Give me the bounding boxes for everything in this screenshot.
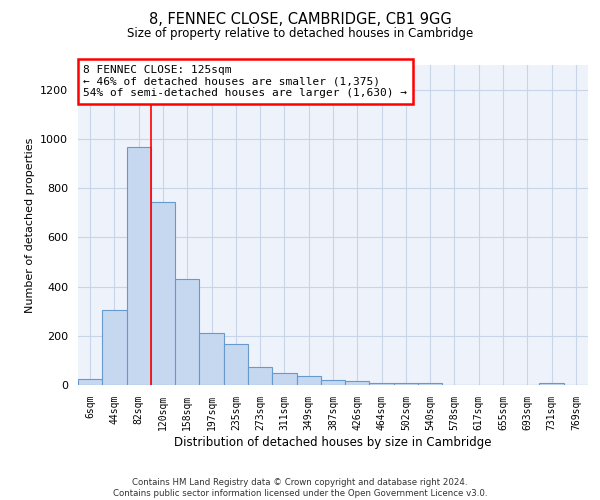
Bar xyxy=(78,379,102,385)
Bar xyxy=(224,344,248,385)
Bar xyxy=(127,148,151,385)
Bar xyxy=(370,382,394,385)
Bar xyxy=(539,382,564,385)
Bar xyxy=(345,382,370,385)
Bar xyxy=(102,310,127,385)
Bar xyxy=(272,372,296,385)
Y-axis label: Number of detached properties: Number of detached properties xyxy=(25,138,35,312)
X-axis label: Distribution of detached houses by size in Cambridge: Distribution of detached houses by size … xyxy=(174,436,492,448)
Text: Contains HM Land Registry data © Crown copyright and database right 2024.
Contai: Contains HM Land Registry data © Crown c… xyxy=(113,478,487,498)
Text: 8, FENNEC CLOSE, CAMBRIDGE, CB1 9GG: 8, FENNEC CLOSE, CAMBRIDGE, CB1 9GG xyxy=(149,12,451,28)
Bar xyxy=(418,382,442,385)
Bar xyxy=(199,334,224,385)
Text: Size of property relative to detached houses in Cambridge: Size of property relative to detached ho… xyxy=(127,28,473,40)
Text: 8 FENNEC CLOSE: 125sqm
← 46% of detached houses are smaller (1,375)
54% of semi-: 8 FENNEC CLOSE: 125sqm ← 46% of detached… xyxy=(83,65,407,98)
Bar xyxy=(175,279,199,385)
Bar xyxy=(248,366,272,385)
Bar xyxy=(296,376,321,385)
Bar xyxy=(394,382,418,385)
Bar xyxy=(151,202,175,385)
Bar xyxy=(321,380,345,385)
